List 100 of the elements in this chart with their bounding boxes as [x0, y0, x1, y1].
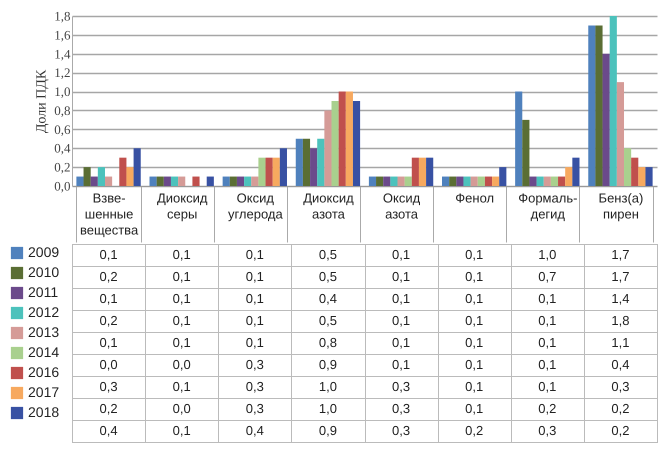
- data-label: 0,1: [465, 313, 484, 328]
- bar: [192, 176, 200, 186]
- data-label: 0,1: [465, 269, 484, 284]
- bar: [610, 16, 617, 186]
- bar: [90, 176, 98, 186]
- data-label: 0,1: [465, 357, 484, 372]
- bar: [484, 176, 492, 186]
- x-tick-label: Оксид азота: [382, 190, 421, 222]
- bar: [550, 176, 558, 186]
- bar: [595, 25, 603, 186]
- bar: [310, 148, 318, 186]
- data-label: 0,2: [611, 423, 630, 438]
- bar: [456, 176, 464, 186]
- data-label: 0,1: [392, 269, 410, 284]
- data-label: 0,7: [538, 269, 556, 284]
- data-label: 1,7: [611, 247, 630, 262]
- bar: [170, 176, 178, 186]
- bar: [426, 158, 434, 186]
- bar: [515, 92, 522, 186]
- y-tick-label: 0,6: [54, 122, 71, 137]
- bar: [206, 176, 214, 186]
- bar: [602, 54, 610, 186]
- bar: [272, 158, 280, 186]
- bar: [251, 176, 258, 186]
- x-tick-label: Диоксид серы: [156, 190, 208, 222]
- bar: [156, 176, 164, 186]
- bar: [332, 101, 339, 186]
- data-label: 0,1: [172, 423, 191, 438]
- data-label: 0,1: [246, 335, 264, 350]
- bar: [565, 167, 572, 186]
- bar: [76, 176, 84, 186]
- x-tick-label: Диоксид азота: [303, 190, 354, 222]
- data-label: 0,0: [172, 357, 191, 372]
- bar: [624, 148, 632, 186]
- data-label: 0,1: [465, 335, 484, 350]
- bar: [638, 167, 646, 186]
- bar: [324, 110, 332, 186]
- data-label: 0,1: [172, 335, 191, 350]
- data-label: 0,4: [611, 357, 630, 372]
- bar: [449, 176, 456, 186]
- bar: [134, 148, 141, 186]
- bar: [236, 176, 244, 186]
- legend-label: 2012: [28, 304, 60, 320]
- bar: [258, 158, 266, 186]
- data-label: 0,1: [538, 379, 556, 394]
- data-label: 0,1: [246, 313, 264, 328]
- data-label: 0,3: [392, 379, 410, 394]
- y-tick-label: 1,8: [54, 8, 70, 24]
- data-label: 0,9: [318, 423, 337, 438]
- data-label: 0,3: [611, 379, 630, 394]
- bar: [230, 176, 237, 186]
- bar: [463, 176, 471, 186]
- legend-label: 2010: [28, 264, 60, 280]
- data-label: 0,8: [318, 335, 337, 350]
- data-label: 0,3: [246, 401, 264, 416]
- bar: [84, 167, 91, 186]
- bar: [119, 158, 126, 186]
- y-tick-label: 1,6: [54, 27, 71, 42]
- bar: [126, 167, 134, 186]
- legend-label: 2011: [28, 284, 58, 300]
- bar: [164, 176, 171, 186]
- data-label: 0,2: [611, 401, 630, 416]
- bar: [442, 176, 450, 186]
- bar: [317, 138, 324, 186]
- data-label: 1,8: [611, 313, 630, 328]
- data-label: 0,4: [100, 423, 118, 438]
- bar: [492, 176, 500, 186]
- data-label: 0,1: [246, 247, 264, 262]
- bar: [631, 158, 638, 186]
- bar: [178, 176, 186, 186]
- data-label: 0,2: [100, 269, 118, 284]
- data-label: 0,1: [246, 291, 264, 306]
- data-label: 0,3: [538, 423, 556, 438]
- legend-label: 2017: [28, 384, 60, 400]
- y-tick-label: 1,0: [54, 84, 70, 100]
- data-label: 0,1: [100, 291, 118, 306]
- data-label: 0,1: [392, 335, 410, 350]
- data-label: 0,3: [392, 401, 410, 416]
- bar: [244, 176, 252, 186]
- bar: [302, 138, 310, 186]
- data-label: 0,3: [100, 379, 118, 394]
- data-label: 1,0: [318, 379, 337, 394]
- bar: [368, 176, 376, 186]
- x-tick-label: Оксид углерода: [228, 190, 284, 222]
- data-label: 0,1: [538, 335, 556, 350]
- data-label: 0,1: [538, 357, 556, 372]
- x-tick-label: Взве-шенные вещества: [80, 190, 139, 238]
- bar: [558, 176, 566, 186]
- data-label: 0,5: [318, 247, 337, 262]
- x-tick-label: Формаль-дегид: [518, 190, 578, 222]
- data-label: 0,1: [172, 291, 191, 306]
- data-label: 0,1: [392, 313, 410, 328]
- legend-label: 2018: [28, 404, 60, 420]
- y-tick-label: 1,4: [54, 46, 71, 62]
- bar: [418, 158, 426, 186]
- bar: [104, 176, 112, 186]
- data-label: 0,1: [538, 313, 556, 328]
- bar: [572, 158, 580, 186]
- y-axis-title: Доли ПДК: [34, 69, 50, 134]
- bar: [522, 120, 530, 186]
